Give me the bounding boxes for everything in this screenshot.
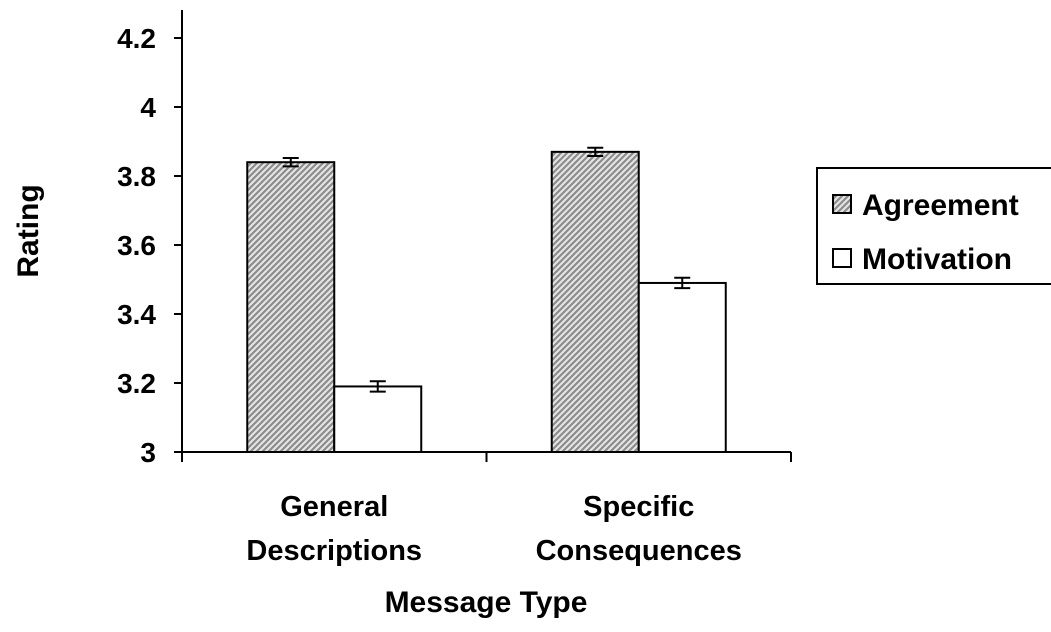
legend-swatch-agreement bbox=[832, 194, 852, 214]
y-tick-label: 4 bbox=[140, 92, 156, 123]
bar-motivation bbox=[637, 281, 727, 454]
y-tick-label: 3 bbox=[140, 437, 156, 468]
legend-label-agreement: Agreement bbox=[862, 189, 1019, 222]
x-axis: General Descriptions Specific Consequences bbox=[181, 451, 792, 567]
error-bars-layer bbox=[282, 146, 691, 393]
y-axis-title: Rating bbox=[12, 184, 45, 277]
legend-box bbox=[816, 167, 1051, 285]
y-tick-label: 3.4 bbox=[117, 299, 156, 330]
x-ticks: General Descriptions Specific Consequences bbox=[181, 452, 792, 567]
bars-layer bbox=[246, 150, 727, 454]
legend-label-motivation: Motivation bbox=[862, 243, 1012, 276]
x-category-label: Consequences bbox=[536, 535, 742, 567]
legend: Agreement Motivation bbox=[816, 167, 1051, 285]
y-tick-label: 3.6 bbox=[117, 230, 156, 261]
x-category-label: Specific bbox=[583, 491, 694, 523]
legend-swatch-motivation bbox=[832, 248, 852, 268]
bar-motivation bbox=[333, 385, 423, 454]
bar-agreement bbox=[246, 161, 336, 453]
x-category-label: General bbox=[280, 491, 388, 523]
y-tick-label: 3.2 bbox=[117, 368, 156, 399]
y-tick-label: 3.8 bbox=[117, 161, 156, 192]
x-axis-title: Message Type bbox=[385, 586, 588, 619]
y-axis: 3 3.2 3.4 3.6 3.8 4 4.2 bbox=[117, 10, 183, 468]
x-category-label: Descriptions bbox=[246, 535, 422, 567]
y-tick-label: 4.2 bbox=[117, 23, 156, 54]
y-ticks: 3 3.2 3.4 3.6 3.8 4 4.2 bbox=[117, 23, 182, 468]
bar-agreement bbox=[550, 150, 640, 453]
